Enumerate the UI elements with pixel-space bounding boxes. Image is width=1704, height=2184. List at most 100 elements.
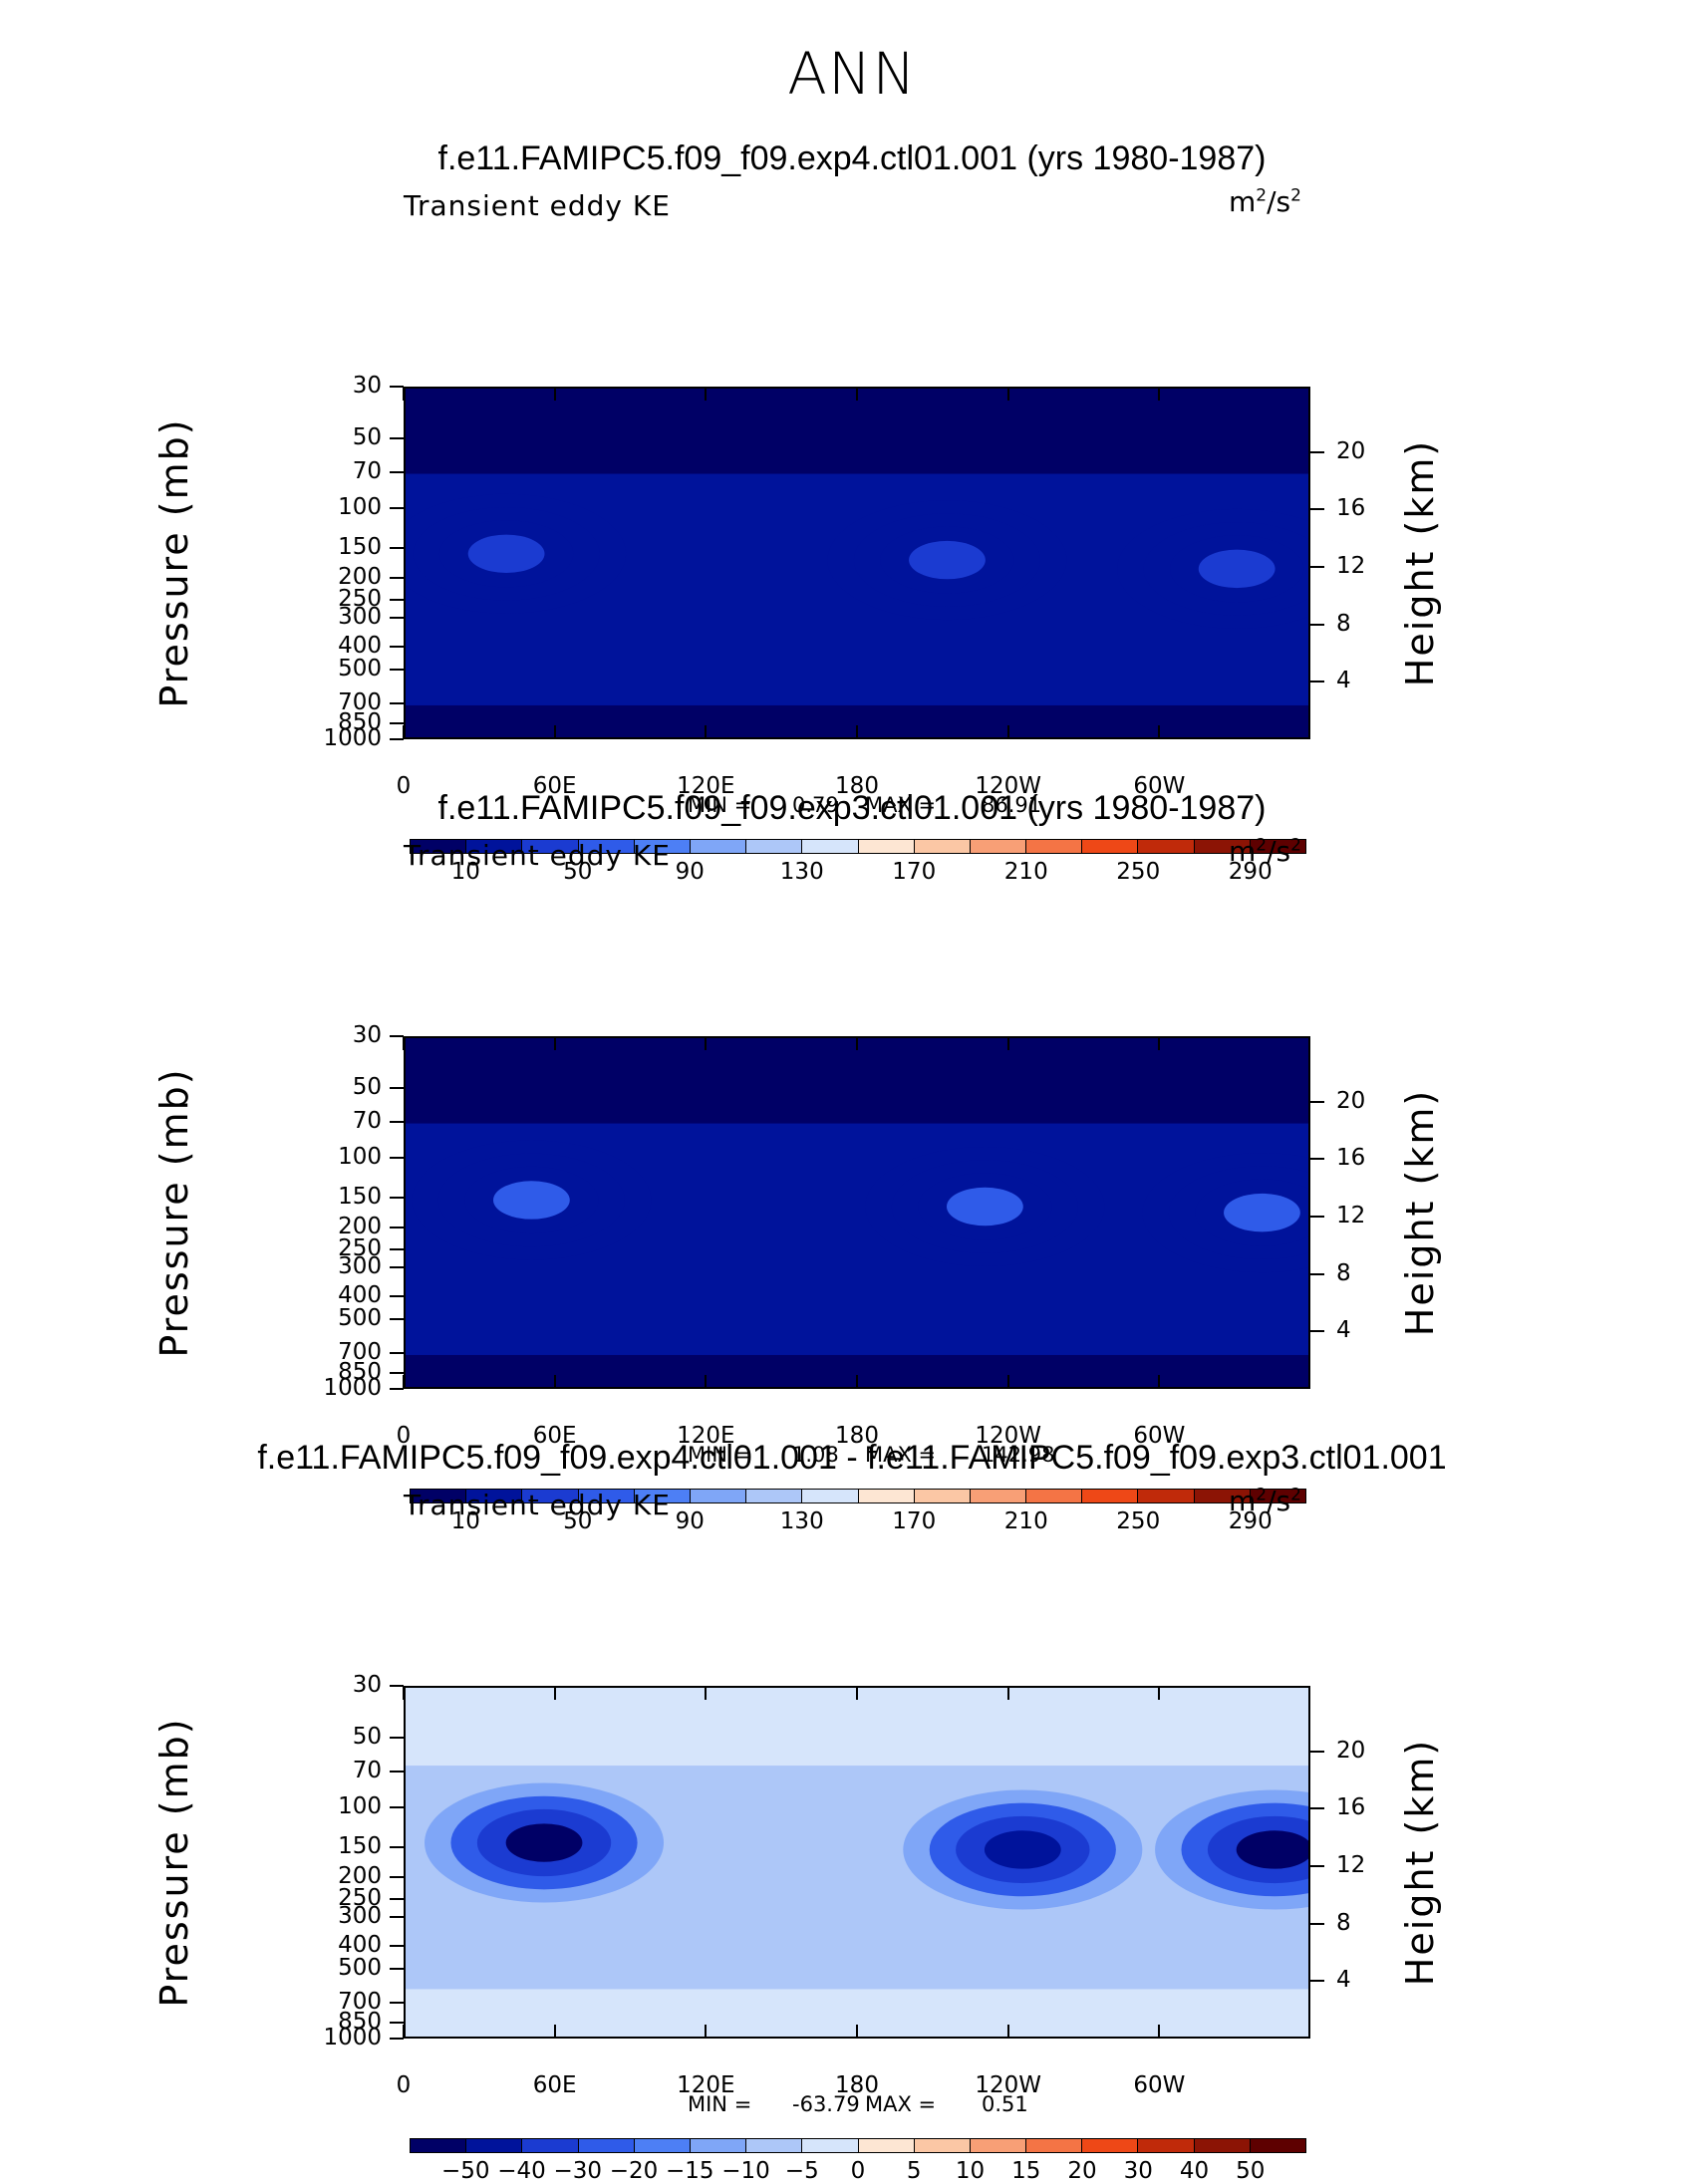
y-tick-label: 500 <box>338 1305 382 1332</box>
colorbar-swatch <box>970 2139 1027 2152</box>
y-axis-title-right: Height (km) <box>1398 1738 1442 1987</box>
x-tick <box>403 2025 405 2039</box>
y-tick-label: 50 <box>352 1073 382 1100</box>
height-tick-label: 12 <box>1336 552 1366 579</box>
height-tick-label: 12 <box>1336 1851 1366 1878</box>
min-value: -63.79 <box>792 2092 860 2116</box>
height-tick-label: 4 <box>1336 1317 1351 1344</box>
colorbar-swatch <box>970 840 1027 853</box>
y-tick <box>390 646 404 649</box>
height-tick <box>1310 1864 1324 1867</box>
x-tick-label: 120E <box>677 773 735 799</box>
colorbar-swatch <box>522 2139 579 2152</box>
height-tick <box>1310 1330 1324 1333</box>
y-tick <box>390 1875 404 1878</box>
plot-area <box>404 1036 1310 1389</box>
x-tick <box>553 725 556 739</box>
colorbar-swatch <box>858 2139 915 2152</box>
colorbar-swatch <box>1082 2139 1139 2152</box>
height-tick-label: 16 <box>1336 1794 1366 1821</box>
y-tick <box>390 1968 404 1971</box>
max-label: MAX = <box>865 1443 937 1467</box>
y-tick <box>390 1197 404 1200</box>
colorbar-swatch <box>746 1490 803 1502</box>
colorbar-swatch <box>522 1490 579 1502</box>
y-tick <box>390 386 404 388</box>
y-tick <box>390 1805 404 1808</box>
field-feature <box>946 1187 1023 1227</box>
y-tick-label: 700 <box>338 688 382 715</box>
units-base: m <box>1229 835 1257 868</box>
colorbar-swatch <box>914 840 971 853</box>
colorbar-swatch <box>802 2139 859 2152</box>
colorbar-swatch <box>578 2139 635 2152</box>
colorbar-swatch <box>634 1490 691 1502</box>
colorbar-swatch <box>970 1490 1027 1502</box>
contour-field <box>406 1688 1308 2037</box>
x-tick-top <box>403 1036 405 1050</box>
y-tick <box>390 1086 404 1089</box>
colorbar-swatch <box>466 840 523 853</box>
height-tick <box>1310 565 1324 568</box>
y-tick <box>390 1916 404 1919</box>
colorbar-label: 90 <box>675 859 705 885</box>
y-tick-label: 70 <box>352 1757 382 1783</box>
height-tick <box>1310 1980 1324 1983</box>
contour-field <box>406 1038 1308 1387</box>
y-tick <box>390 1226 404 1228</box>
y-tick <box>390 2038 404 2040</box>
colorbar-swatch <box>411 1490 467 1502</box>
y-tick-label: 200 <box>338 1862 382 1889</box>
x-tick <box>705 1375 708 1389</box>
y-tick-label: 70 <box>352 1107 382 1134</box>
figure-title: ANN <box>787 40 917 108</box>
units-exp: 2 <box>1256 1485 1268 1505</box>
colorbar-swatch <box>522 840 579 853</box>
colorbar-swatch <box>578 840 635 853</box>
height-tick-label: 8 <box>1336 1909 1351 1936</box>
x-tick-top <box>403 387 405 401</box>
units-mid: /s <box>1267 185 1291 218</box>
height-tick-label: 20 <box>1336 1087 1366 1114</box>
left-subtitle: Transient eddy KE <box>404 1489 671 1521</box>
y-tick-label: 150 <box>338 1833 382 1860</box>
height-tick <box>1310 681 1324 683</box>
x-tick <box>856 725 858 739</box>
y-axis-title-right: Height (km) <box>1398 438 1442 687</box>
colorbar-label: 170 <box>892 859 937 885</box>
field-feature <box>467 534 545 573</box>
colorbar-swatch <box>746 2139 803 2152</box>
colorbar-label: 10 <box>450 859 480 885</box>
x-tick <box>705 2025 708 2039</box>
units-exp: 2 <box>1290 835 1301 856</box>
y-tick <box>390 576 404 579</box>
y-tick <box>390 701 404 704</box>
colorbar-label: 290 <box>1228 1508 1273 1534</box>
y-tick <box>390 1156 404 1159</box>
x-tick-label: 120W <box>975 773 1041 799</box>
y-tick-label: 400 <box>338 633 382 660</box>
height-tick-label: 4 <box>1336 668 1351 694</box>
field-surface-band <box>406 1354 1308 1387</box>
colorbar-label: 210 <box>1003 859 1048 885</box>
colorbar-label: 210 <box>1003 1508 1048 1534</box>
panel-title: f.e11.FAMIPC5.f09_f09.exp4.ctl01.001 (yr… <box>437 139 1267 177</box>
plot-area <box>404 387 1310 739</box>
min-label: MIN = <box>688 2092 752 2116</box>
x-tick <box>553 1375 556 1389</box>
x-tick-top <box>1006 1686 1009 1700</box>
units-mid: /s <box>1267 835 1291 868</box>
x-tick <box>403 1375 405 1389</box>
units-exp: 2 <box>1290 1485 1301 1505</box>
field-feature <box>909 540 986 580</box>
max-value: 0.51 <box>982 2092 1028 2116</box>
x-tick-label: 0 <box>396 773 412 799</box>
colorbar-swatch <box>1194 1490 1251 1502</box>
x-tick-label: 60E <box>532 2072 577 2098</box>
height-tick <box>1310 1807 1324 1810</box>
y-tick <box>390 1035 404 1037</box>
colorbar-label: 250 <box>1116 859 1161 885</box>
colorbar-label: 130 <box>779 859 824 885</box>
y-tick-label: 850 <box>338 2008 382 2035</box>
max-label: MAX = <box>865 2092 937 2116</box>
